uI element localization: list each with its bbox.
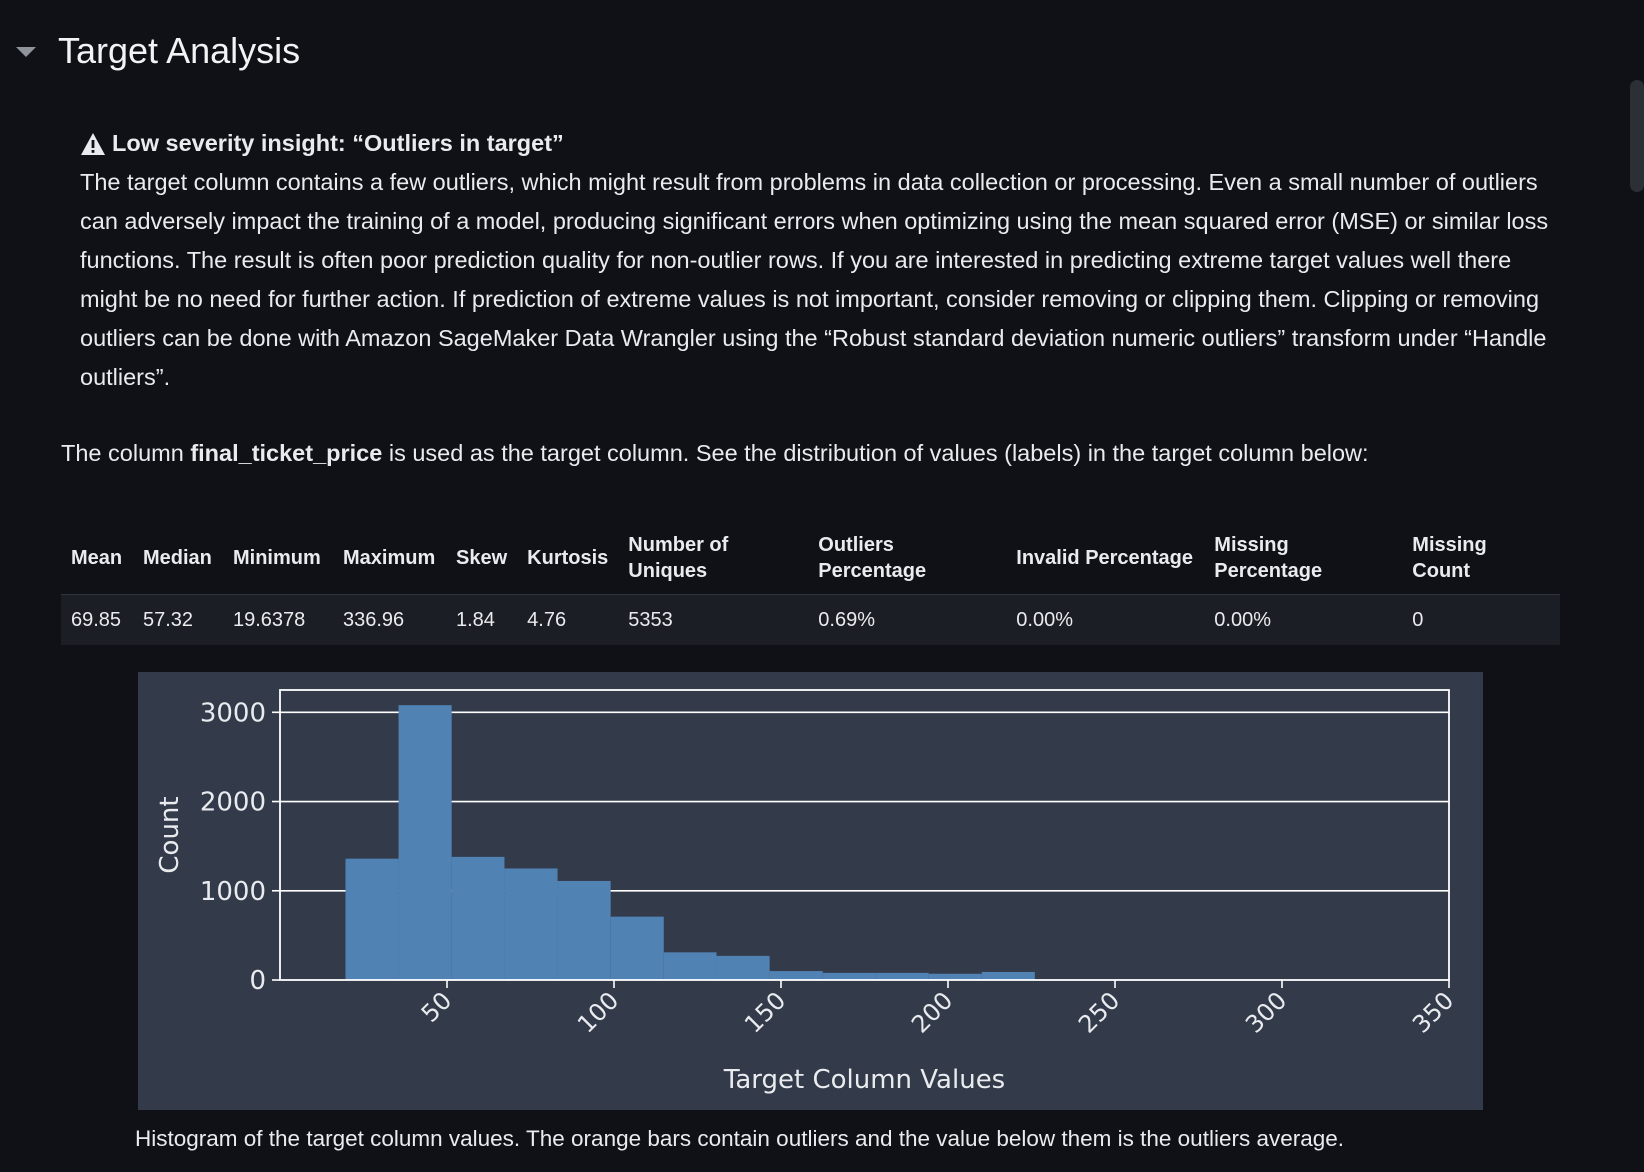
histogram-bar [610,916,664,980]
x-tick-label: 50 [416,986,457,1027]
insight-title: Low severity insight: “Outliers in targe… [112,130,564,156]
x-tick-label: 250 [1073,986,1125,1038]
histogram-bar [504,868,558,980]
cell-skew: 1.84 [446,594,518,645]
x-tick-label: 350 [1407,986,1459,1038]
cell-maximum: 336.96 [333,594,446,645]
header-skew: Skew [456,547,508,569]
y-tick-label: 3000 [200,698,266,728]
histogram-bar [981,971,1035,980]
histogram-bar [716,955,770,980]
histogram-bar [398,705,452,980]
histogram-bar [557,880,611,980]
header-missing-count: Missing Count [1412,534,1487,582]
section-title: Target Analysis [58,30,301,71]
plot-frame [279,689,1450,981]
scrollbar[interactable] [1630,80,1644,192]
warning-icon [81,132,105,155]
stats-table: Mean Median Minimum Maximum Skew Kurtosi… [61,526,1560,645]
target-intro: The column final_ticket_price is used as… [61,440,1369,467]
insight-title-row: Low severity insight: “Outliers in targe… [80,124,1550,163]
cell-kurtosis: 4.76 [517,594,619,645]
x-tick-label: 200 [906,986,958,1038]
histogram-bar [663,952,717,980]
histogram-bar [875,972,929,980]
x-tick-label: 300 [1240,986,1292,1038]
header-missing-pct: Missing Percentage [1214,534,1323,582]
histogram-bar [345,858,399,980]
cell-outliers-pct: 0.69% [808,594,1007,645]
cell-missing-count: 0 [1402,594,1560,645]
histogram-svg: 0 1000 2000 3000 50 100 150 200 250 300 350 Target … [155,689,1459,1095]
insight-block: Low severity insight: “Outliers in targe… [80,124,1550,397]
y-tick-label: 0 [249,966,266,996]
histogram-bar [822,972,876,980]
target-column-name: final_ticket_price [190,440,383,466]
x-tick-label: 100 [572,986,624,1038]
header-invalid-pct: Invalid Percentage [1016,547,1194,569]
cell-invalid-pct: 0.00% [1006,594,1205,645]
header-outliers-pct: Outliers Percentage [818,534,927,582]
header-maximum: Maximum [343,547,436,569]
histogram-bar [928,973,982,980]
x-tick-label: 150 [739,986,791,1038]
insight-body: The target column contains a few outlier… [80,169,1549,390]
chart-caption: Histogram of the target column values. T… [135,1126,1345,1151]
header-uniques: Number of Uniques [628,534,729,582]
x-axis-label: Target Column Values [723,1065,1005,1095]
cell-minimum: 19.6378 [223,594,333,645]
collapse-caret-icon[interactable] [16,47,36,57]
header-kurtosis: Kurtosis [527,547,609,569]
intro-prefix: The column [61,440,191,466]
stats-header-row: Mean Median Minimum Maximum Skew Kurtosi… [61,526,1560,595]
table-row: 69.85 57.32 19.6378 336.96 1.84 4.76 535… [61,594,1560,645]
histogram-bar [451,856,505,980]
y-tick-label: 2000 [200,788,266,818]
header-mean: Mean [71,547,123,569]
cell-median: 57.32 [133,594,223,645]
y-tick-label: 1000 [200,877,266,907]
cell-missing-pct: 0.00% [1204,594,1403,645]
cell-mean: 69.85 [61,594,133,645]
intro-suffix: is used as the target column. See the di… [382,440,1369,466]
header-median: Median [143,547,212,569]
cell-uniques: 5353 [618,594,809,645]
y-axis-label: Count [155,796,185,873]
section-header[interactable]: Target Analysis [16,30,300,72]
header-minimum: Minimum [233,547,321,569]
histogram-bar [769,971,823,980]
histogram-chart: 0 1000 2000 3000 50 100 150 200 250 300 350 Target … [138,672,1483,1110]
